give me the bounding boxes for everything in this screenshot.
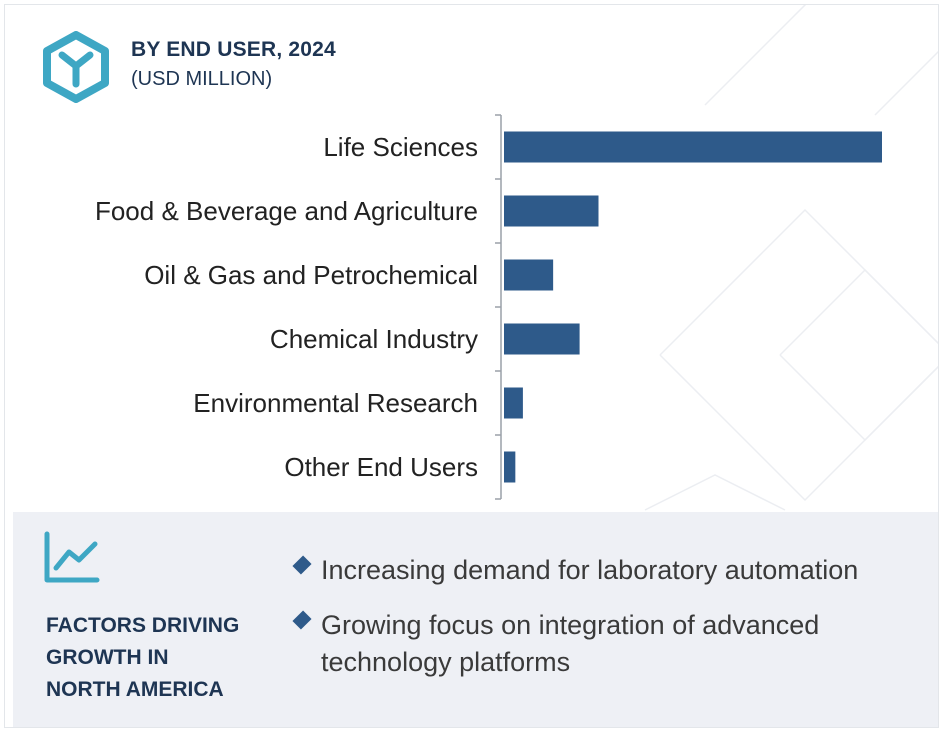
bar — [504, 131, 882, 163]
factors-heading-line: FACTORS DRIVING — [46, 614, 240, 637]
bar — [504, 387, 523, 419]
category-label: Chemical Industry — [270, 324, 478, 354]
diamond-bullet-icon — [292, 555, 312, 575]
infographic-card: BY END USER, 2024 (USD MILLION) Life Sci… — [4, 4, 939, 728]
category-label: Other End Users — [284, 452, 478, 482]
factor-text-line: Increasing demand for laboratory automat… — [321, 555, 859, 585]
factors-heading: FACTORS DRIVING GROWTH IN NORTH AMERICA — [46, 610, 276, 706]
category-label: Life Sciences — [323, 132, 478, 162]
chart-subtitle: (USD MILLION) — [131, 68, 273, 90]
factors-list: Increasing demand for laboratory automat… — [291, 552, 911, 699]
bar — [504, 451, 516, 483]
diamond-bullet-icon — [292, 610, 312, 630]
bar-chart: Life Sciences Food & Beverage and Agricul… — [95, 114, 882, 500]
factors-heading-line: GROWTH IN — [46, 646, 169, 669]
bar — [504, 195, 599, 227]
category-label: Oil & Gas and Petrochemical — [144, 260, 478, 290]
factor-item: Growing focus on integration of advanced… — [291, 607, 911, 681]
bar — [504, 323, 580, 355]
hexagon-y-logo-icon — [43, 31, 109, 103]
bar — [504, 259, 554, 291]
factor-item: Increasing demand for laboratory automat… — [291, 552, 911, 589]
trend-chart-icon — [44, 531, 100, 583]
factors-heading-line: NORTH AMERICA — [46, 678, 224, 701]
category-label: Environmental Research — [193, 388, 478, 418]
background-decoration — [644, 5, 938, 511]
category-label: Food & Beverage and Agriculture — [95, 196, 478, 226]
factor-text-line: technology platforms — [321, 647, 571, 677]
factor-text-line: Growing focus on integration of advanced — [321, 610, 820, 640]
chart-title: BY END USER, 2024 — [131, 38, 336, 61]
factors-panel: FACTORS DRIVING GROWTH IN NORTH AMERICA … — [13, 512, 938, 727]
